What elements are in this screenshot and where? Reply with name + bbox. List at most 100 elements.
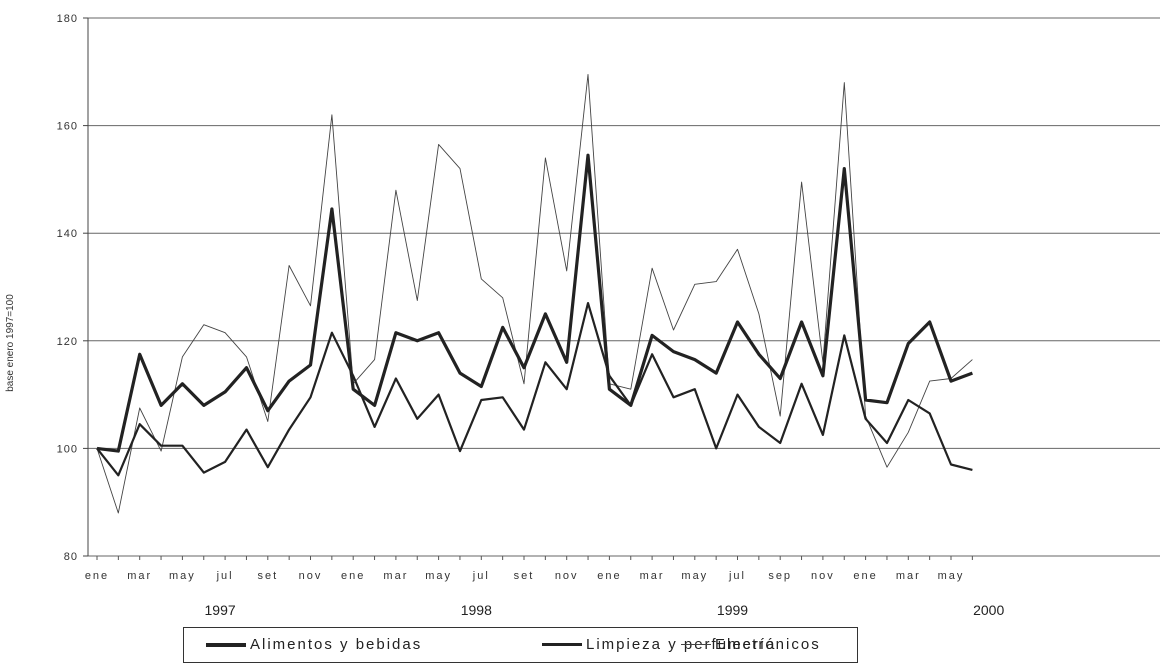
data-point xyxy=(459,168,460,169)
data-point xyxy=(523,367,524,368)
year-label-2000: 2000 xyxy=(973,602,1004,618)
data-point xyxy=(459,372,460,373)
data-point xyxy=(438,394,439,395)
data-point xyxy=(438,144,439,145)
data-point xyxy=(289,381,290,382)
x-tick-label: jul xyxy=(472,570,490,582)
data-point xyxy=(139,407,140,408)
data-point xyxy=(502,327,503,328)
y-tick-label-140: 140 xyxy=(57,228,78,240)
data-point xyxy=(716,448,717,449)
data-point xyxy=(118,475,119,476)
x-tick-label: nov xyxy=(555,570,579,582)
data-point xyxy=(780,378,781,379)
data-point xyxy=(203,324,204,325)
y-tick-label-80: 80 xyxy=(64,551,78,563)
data-point xyxy=(246,356,247,357)
data-point xyxy=(545,313,546,314)
data-point xyxy=(652,268,653,269)
data-point xyxy=(289,429,290,430)
x-tick-label: set xyxy=(514,570,535,582)
data-point xyxy=(758,313,759,314)
gridlines xyxy=(88,17,1160,557)
data-point xyxy=(801,383,802,384)
data-point xyxy=(523,383,524,384)
year-label-1997: 1997 xyxy=(205,602,236,618)
data-point xyxy=(331,208,332,209)
data-point xyxy=(310,364,311,365)
data-point xyxy=(502,297,503,298)
y-tick-label-100: 100 xyxy=(57,443,78,455)
data-point xyxy=(865,399,866,400)
data-point xyxy=(481,386,482,387)
data-point xyxy=(502,397,503,398)
data-point xyxy=(587,303,588,304)
data-point xyxy=(438,332,439,333)
data-point xyxy=(716,281,717,282)
data-point xyxy=(566,270,567,271)
data-point xyxy=(160,445,161,446)
data-point xyxy=(673,351,674,352)
x-tick-label: mar xyxy=(640,570,665,582)
legend-item-electronicos: Electrónicos xyxy=(681,636,821,653)
data-point xyxy=(374,405,375,406)
data-point xyxy=(225,391,226,392)
data-point xyxy=(865,418,866,419)
x-tick-label: mar xyxy=(896,570,921,582)
data-point xyxy=(566,362,567,363)
data-point xyxy=(950,381,951,382)
data-point xyxy=(118,512,119,513)
data-point xyxy=(929,381,930,382)
data-point xyxy=(801,181,802,182)
x-tick-label: nov xyxy=(811,570,835,582)
series-line-limpieza-y-perfumer-a xyxy=(96,302,973,477)
data-point xyxy=(246,367,247,368)
data-point xyxy=(160,405,161,406)
legend-item-alimentos: Alimentos y bebidas xyxy=(206,636,422,653)
year-label-1999: 1999 xyxy=(717,602,748,618)
data-point xyxy=(417,340,418,341)
data-point xyxy=(310,305,311,306)
data-point xyxy=(160,450,161,451)
y-axis-label: base enero 1997=100 xyxy=(5,294,16,392)
data-point xyxy=(139,424,140,425)
legend-swatch-electronicos xyxy=(681,644,711,645)
data-point xyxy=(225,461,226,462)
data-point xyxy=(844,82,845,83)
data-point xyxy=(331,114,332,115)
x-tick-label: ene xyxy=(853,570,877,582)
legend-item-limpieza: Limpieza y perfumería xyxy=(542,636,776,653)
series-line-electr-nicos xyxy=(96,74,973,514)
axes: 80 100 120 140 160 180 ene mar may jul set nov ene ma… xyxy=(57,13,1005,618)
data-point xyxy=(545,362,546,363)
x-tick-label: sep xyxy=(768,570,792,582)
data-point xyxy=(929,413,930,414)
data-point xyxy=(353,389,354,390)
data-point xyxy=(844,168,845,169)
data-point xyxy=(118,450,119,451)
data-point xyxy=(929,321,930,322)
data-point xyxy=(694,359,695,360)
x-tick-label: jul xyxy=(728,570,746,582)
data-point xyxy=(395,378,396,379)
data-point xyxy=(673,329,674,330)
data-point xyxy=(417,300,418,301)
data-point xyxy=(203,405,204,406)
data-point xyxy=(96,448,97,449)
data-point xyxy=(566,389,567,390)
y-tick-label-120: 120 xyxy=(57,336,78,348)
data-point xyxy=(950,464,951,465)
x-tick-label: mar xyxy=(127,570,152,582)
data-point xyxy=(630,405,631,406)
data-point xyxy=(972,359,973,360)
x-tick-label: ene xyxy=(85,570,109,582)
x-tick-label: jul xyxy=(216,570,234,582)
data-point xyxy=(587,74,588,75)
data-point xyxy=(908,399,909,400)
legend-swatch-limpieza xyxy=(542,643,582,646)
data-point xyxy=(822,434,823,435)
data-point xyxy=(203,472,204,473)
data-point xyxy=(225,332,226,333)
data-point xyxy=(523,429,524,430)
